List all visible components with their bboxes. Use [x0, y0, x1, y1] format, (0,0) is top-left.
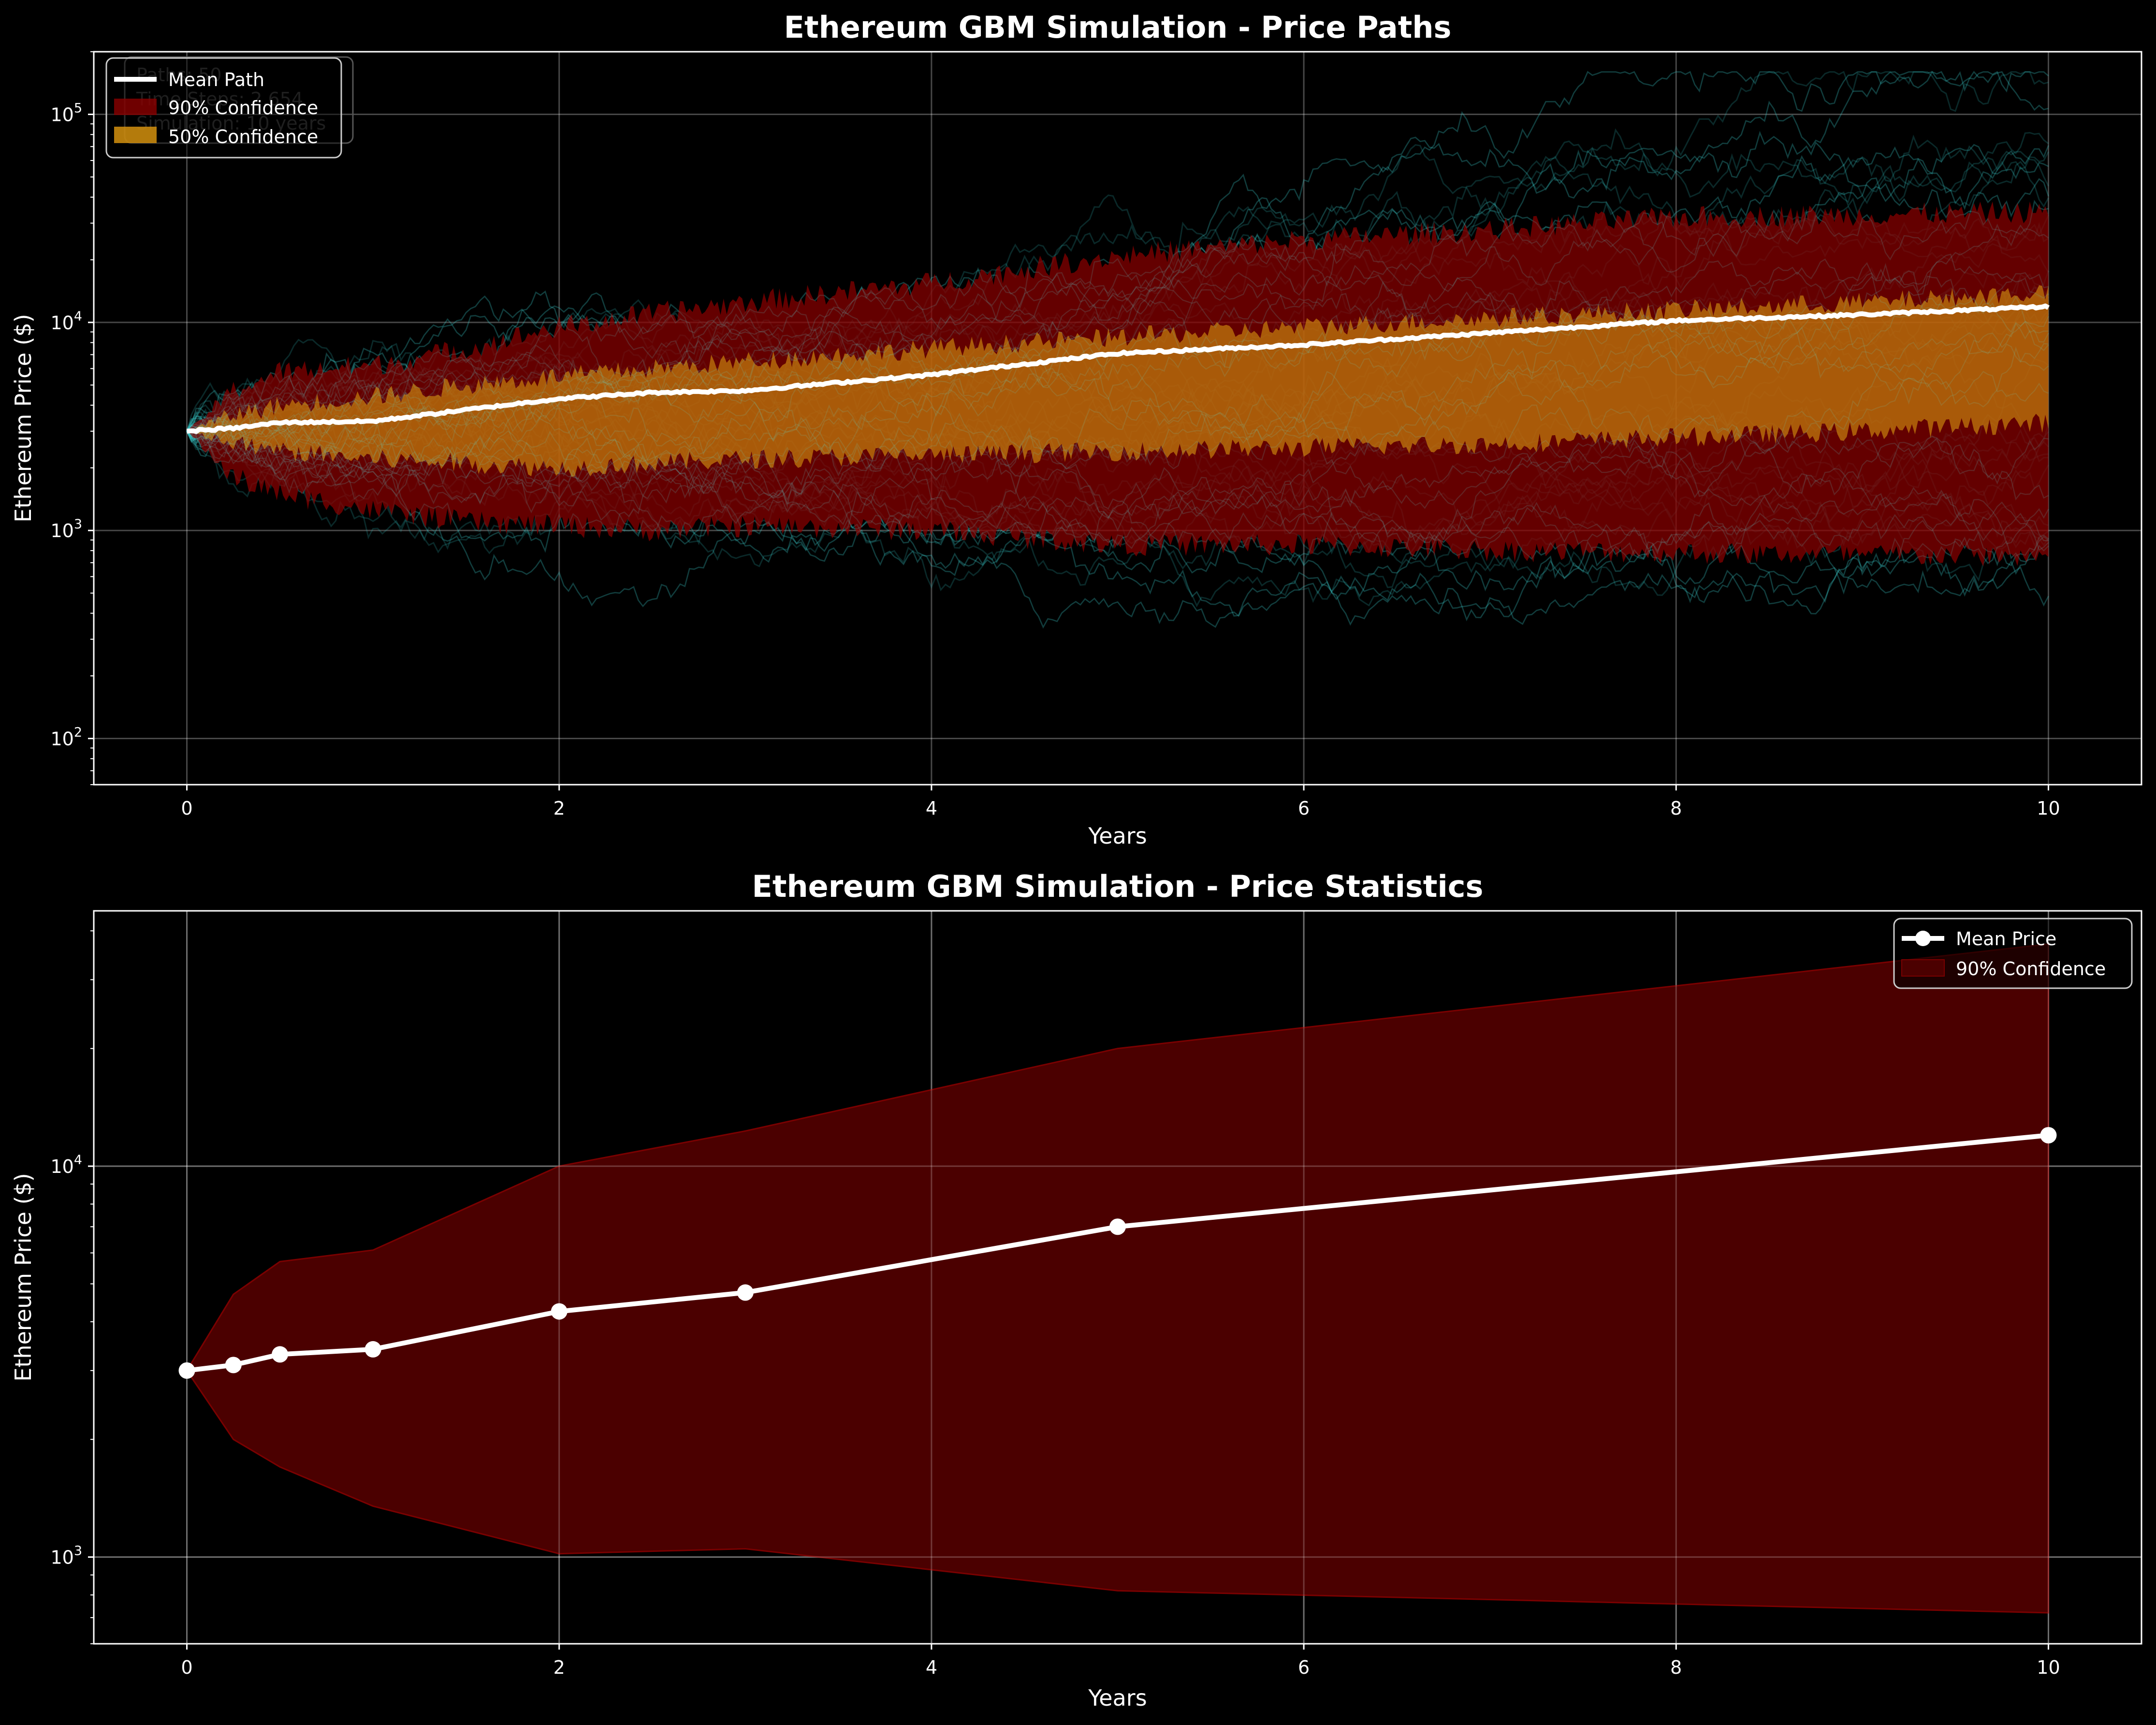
bottom-grid-overlay [94, 911, 2141, 1644]
legend-swatch-ci50 [114, 127, 157, 143]
bottom-tick-labels: 0 2 4 6 8 10 103 104 [50, 930, 2060, 1678]
x-tick-label: 2 [554, 798, 565, 819]
mean-price-markers [178, 1127, 2057, 1379]
x-tick-label: 10 [2037, 798, 2060, 819]
mean-price-point [2040, 1127, 2057, 1144]
simulated-path-overlay [186, 262, 2049, 440]
y-tick-label: 104 [50, 1153, 82, 1177]
ci90-band-bottom [186, 943, 2049, 1614]
simulated-path-overlay [186, 200, 2049, 477]
y-tick-label: 105 [50, 101, 82, 126]
simulated-path-overlay [186, 155, 2049, 483]
top-legend: Mean Path 90% Confidence 50% Confidence [105, 57, 342, 159]
mean-price-point [272, 1346, 289, 1363]
mean-price-point [551, 1303, 568, 1320]
y-tick-label: 104 [50, 309, 82, 334]
simulated-path-overlay [186, 253, 2049, 438]
top-axes-frame [93, 51, 2142, 786]
bottom-chart-title: Ethereum GBM Simulation - Price Statisti… [752, 869, 1484, 904]
top-chart-title: Ethereum GBM Simulation - Price Paths [784, 10, 1452, 45]
legend-ci90-bottom: 90% Confidence [1956, 958, 2106, 979]
simulated-path-overlay [187, 292, 2049, 498]
simulated-path-overlay [186, 359, 2049, 566]
x-tick-label: 0 [181, 798, 192, 819]
simulated-paths-overlay [186, 71, 2049, 629]
simulated-path-overlay [186, 395, 2049, 629]
legend-marker-mean-price [1915, 931, 1931, 946]
bottom-xlabel: Years [1088, 1685, 1147, 1711]
x-tick-label: 8 [1670, 798, 1682, 819]
simulated-path-overlay [186, 365, 2049, 553]
top-tick-labels: 0 2 4 6 8 10 102 103 104 105 [50, 51, 2060, 819]
simulated-path-overlay [186, 415, 2049, 591]
simulated-path-overlay [186, 178, 2049, 451]
info-overlay: Paths: 50 Time Steps: 2,654 Simulation: … [124, 56, 354, 144]
bottom-ylabel: Ethereum Price ($) [10, 1173, 36, 1381]
mean-path-line [187, 303, 2050, 434]
y-tick-label: 103 [50, 517, 82, 541]
simulated-path-overlay [186, 71, 2049, 443]
x-tick-label: 0 [181, 1657, 192, 1678]
legend-ci50: 50% Confidence [168, 126, 318, 147]
x-tick-label: 2 [554, 1657, 565, 1678]
bottom-axes-frame [93, 910, 2142, 1645]
legend-swatch-ci90-bottom [1901, 959, 1945, 977]
ci50-band-top [187, 285, 2049, 477]
mean-price-point [364, 1341, 381, 1358]
top-ylabel: Ethereum Price ($) [10, 314, 36, 522]
price-statistics-chart: Ethereum GBM Simulation - Price Statisti… [10, 869, 2142, 1711]
simulated-path-overlay [186, 431, 2049, 617]
info-simulation: Simulation: 10 years [136, 113, 326, 134]
bottom-plot-area [94, 911, 2141, 1644]
legend-swatch-ci90 [114, 99, 157, 115]
x-tick-label: 10 [2037, 1657, 2060, 1678]
x-tick-label: 6 [1298, 798, 1310, 819]
legend-mean-price: Mean Price [1956, 928, 2056, 950]
info-paths: Paths: 50 [136, 64, 222, 86]
mean-price-point [178, 1362, 195, 1379]
legend-mean-path: Mean Path [168, 69, 264, 90]
simulated-path-overlay [186, 291, 2049, 480]
top-xlabel: Years [1088, 823, 1147, 849]
simulated-path-overlay [186, 322, 2049, 556]
simulated-path-overlay [186, 71, 2049, 461]
simulated-path-overlay [187, 410, 2049, 543]
x-tick-label: 8 [1670, 1657, 1682, 1678]
bottom-legend: Mean Price 90% Confidence [1893, 918, 2133, 989]
mean-price-point [1109, 1218, 1126, 1235]
simulated-path-overlay [187, 265, 2049, 446]
y-tick-label: 102 [50, 725, 82, 750]
simulated-path-overlay [186, 321, 2049, 607]
simulated-path-overlay [186, 395, 2049, 585]
x-tick-label: 4 [926, 798, 937, 819]
price-paths-chart: Ethereum GBM Simulation - Price Paths 0 2… [10, 10, 2142, 849]
simulated-path-overlay [186, 392, 2049, 626]
mean-price-point [737, 1284, 754, 1301]
x-tick-label: 4 [926, 1657, 937, 1678]
x-tick-label: 6 [1298, 1657, 1310, 1678]
top-plot-area [186, 70, 2050, 629]
simulated-path-overlay [186, 131, 2049, 446]
simulated-path-overlay [186, 424, 2049, 606]
info-timesteps: Time Steps: 2,654 [136, 88, 303, 110]
mean-price-point [225, 1357, 242, 1374]
y-tick-label: 103 [50, 1544, 82, 1568]
legend-ci90: 90% Confidence [168, 97, 318, 118]
simulated-path-overlay [186, 272, 2049, 489]
